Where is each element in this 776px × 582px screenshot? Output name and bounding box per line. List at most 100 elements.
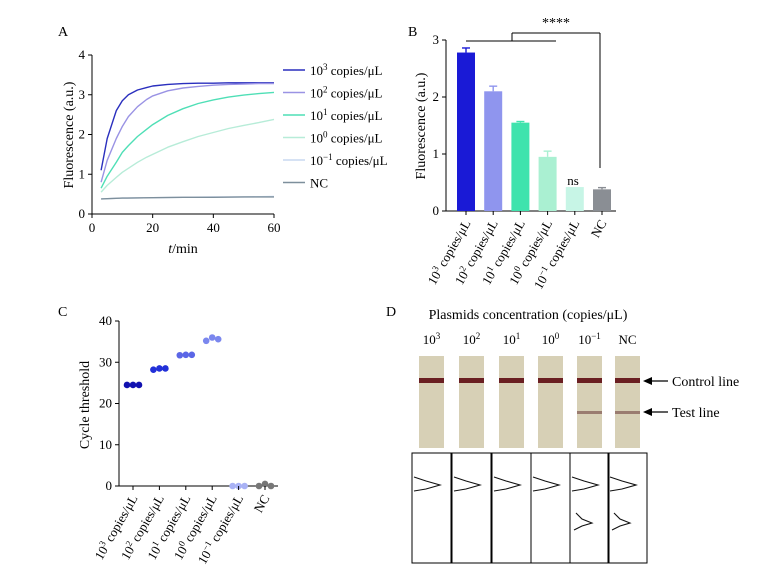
- panel-b-label: B: [408, 25, 417, 40]
- panel-b-bar: [565, 187, 584, 211]
- panel-d: D Plasmids concentration (copies/μL) 103…: [386, 305, 739, 564]
- panel-a-xtick-label: 0: [89, 220, 96, 235]
- panel-b-bar: [593, 189, 611, 211]
- panel-b-y-ticks: 0 1 2 3: [433, 32, 446, 218]
- panel-c-point: [267, 482, 275, 490]
- panel-a-xtick-label: 20: [146, 220, 159, 235]
- panel-c-point: [182, 351, 190, 359]
- panel-a-series-line: [100, 82, 274, 183]
- panel-a-x-ticks: 0 20 40 60: [89, 214, 281, 235]
- panel-d-column-label: NC: [618, 332, 636, 347]
- significance-stars: ****: [542, 16, 570, 31]
- significance-bracket: [466, 32, 601, 168]
- panel-a-ylabel: Fluorescence (a.u.): [62, 81, 77, 188]
- panel-a-ytick-label: 3: [79, 87, 86, 102]
- panel-b-ytick-label: 0: [433, 203, 440, 218]
- profile-peak-test: [573, 512, 594, 531]
- panel-b-ytick-label: 1: [433, 146, 440, 161]
- profile-box: [411, 452, 452, 564]
- profile-box: [451, 452, 492, 564]
- strip-control-band: [615, 378, 640, 383]
- panel-a-legend-label: NC: [310, 176, 328, 191]
- panel-a-series-line: [100, 82, 274, 171]
- panel-c-point: [261, 480, 269, 488]
- panel-a-xtick-label: 60: [268, 220, 281, 235]
- test-strip: [538, 356, 563, 448]
- panel-c-point: [150, 366, 157, 373]
- panel-d-profiles: [411, 452, 648, 564]
- test-line-label: Test line: [672, 406, 720, 421]
- panel-c-point: [255, 482, 263, 490]
- panel-c-ytick-label: 20: [99, 396, 112, 411]
- panel-a: A Fluorescence (a.u.) 0 1 2 3 4 0 20 40 60 t/mi…: [58, 25, 388, 257]
- panel-d-column-label: 103: [423, 331, 441, 347]
- panel-a-legend: 103 copies/μL 102 copies/μL 101 copies/μL 1…: [283, 62, 388, 191]
- panel-a-ytick-label: 4: [79, 47, 86, 62]
- panel-c-point: [123, 381, 131, 389]
- panel-d-strips: [419, 356, 640, 448]
- strip-control-band: [538, 378, 563, 383]
- panel-b-bar: [511, 122, 530, 211]
- panel-a-xtick-label: 40: [207, 220, 220, 235]
- panel-c-ytick-label: 10: [99, 437, 112, 452]
- strip-test-band: [615, 411, 640, 414]
- panel-d-column-label: 10−1: [578, 331, 601, 347]
- panel-a-series-line: [100, 91, 275, 189]
- panel-b-bar: [484, 91, 503, 211]
- panel-a-ytick-label: 1: [79, 166, 86, 181]
- panel-c-y-ticks: 0 10 20 30 40: [99, 313, 119, 493]
- panel-d-column-labels: 103 102 101 100 10−1 NC: [423, 331, 637, 347]
- strip-control-band: [459, 378, 484, 383]
- panel-a-y-ticks: 0 1 2 3 4: [79, 47, 92, 221]
- profile-box: [607, 452, 648, 564]
- panel-b-ytick-label: 3: [433, 32, 440, 47]
- control-line-label: Control line: [672, 375, 739, 390]
- panel-b-category-label: NC: [588, 217, 610, 240]
- test-strip: [459, 356, 484, 448]
- profile-peak-control: [571, 476, 601, 492]
- panel-a-legend-label: 103 copies/μL: [310, 62, 383, 78]
- panel-a-ytick-label: 0: [79, 206, 86, 221]
- control-line-arrow: [643, 377, 668, 385]
- panel-a-series-line: [101, 196, 274, 200]
- profile-peak-control: [493, 476, 523, 492]
- panel-a-label: A: [58, 25, 69, 40]
- panel-c-point: [129, 381, 137, 389]
- panel-d-column-label: 102: [463, 331, 481, 347]
- panel-d-title: Plasmids concentration (copies/μL): [429, 308, 628, 323]
- panel-c-point: [176, 351, 184, 359]
- strip-control-band: [577, 378, 602, 383]
- panel-a-legend-label: 100 copies/μL: [310, 130, 383, 146]
- panel-a-xlabel-unit: /min: [172, 242, 198, 257]
- panel-c-point: [188, 351, 196, 359]
- test-line-arrow: [643, 408, 668, 416]
- profile-box: [569, 452, 610, 564]
- test-strip: [577, 356, 602, 448]
- panel-b-bar: [457, 52, 475, 211]
- panel-c-point: [202, 337, 210, 345]
- panel-c-point: [241, 482, 248, 490]
- panel-c: C Cycle threshold 0 10 20 30 40 103 copies/μ…: [58, 305, 278, 567]
- panel-a-ytick-label: 2: [79, 127, 86, 142]
- panel-a-legend-label: 102 copies/μL: [310, 85, 383, 101]
- panel-d-column-label: 100: [542, 331, 560, 347]
- panel-a-series: [100, 82, 275, 200]
- profile-peak-control: [453, 476, 483, 492]
- panel-c-point: [229, 482, 236, 490]
- panel-c-point: [156, 365, 163, 372]
- panel-b-ylabel: Fluorescence (a.u.): [414, 72, 429, 179]
- panel-c-point: [162, 365, 169, 372]
- test-strip: [615, 356, 640, 448]
- strip-test-band: [577, 411, 602, 414]
- panel-d-label: D: [386, 305, 396, 320]
- panel-b-bar: [538, 156, 557, 211]
- panel-a-legend-label: 101 copies/μL: [310, 107, 383, 123]
- profile-box: [491, 452, 532, 564]
- panel-a-legend-label: 10−1 copies/μL: [310, 152, 388, 168]
- panel-a-xlabel-var: t: [168, 242, 173, 257]
- panel-a-xlabel: t/min: [168, 242, 198, 257]
- test-strip: [499, 356, 524, 448]
- ns-label: ns: [567, 173, 579, 188]
